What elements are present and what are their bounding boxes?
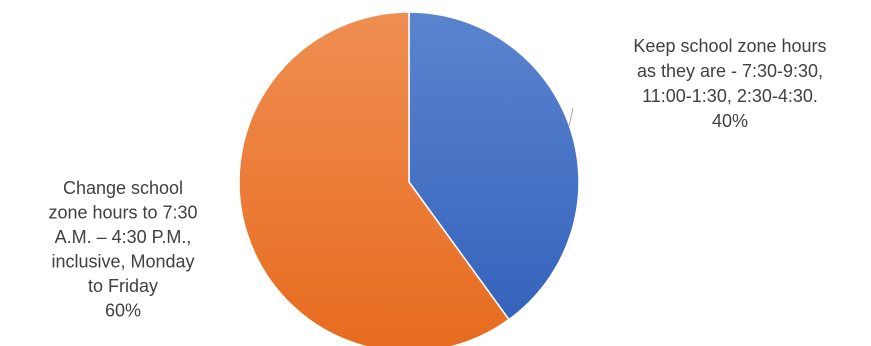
slice-label-line: to Friday [88, 276, 158, 296]
slice-label-line: 11:00-1:30, 2:30-4:30. [642, 86, 818, 106]
slice-label-line: Keep school zone hours [633, 36, 826, 56]
slice-label-line: A.M. – 4:30 P.M., [55, 227, 192, 247]
leader-lines [568, 107, 574, 127]
leader-line-1 [568, 107, 574, 127]
pie-slices [238, 11, 580, 346]
slice-label-line: Change school [63, 178, 183, 198]
slice-value-label: 40% [712, 111, 748, 131]
slice-labels: Keep school zone hours as they are - 7:30… [48, 36, 826, 321]
pie-slice-2 [238, 11, 510, 346]
slice-value-label: 60% [105, 301, 141, 321]
slice-label-line: zone hours to 7:30 [48, 203, 197, 223]
slice-label-2: Change school zone hours to 7:30 A.M. – 4:… [48, 178, 197, 321]
slice-label-line: inclusive, Monday [51, 252, 194, 272]
slice-label-1: Keep school zone hours as they are - 7:30… [633, 36, 826, 131]
pie-slice-1 [408, 11, 580, 321]
slice-label-line: as they are - 7:30-9:30, [637, 61, 823, 81]
